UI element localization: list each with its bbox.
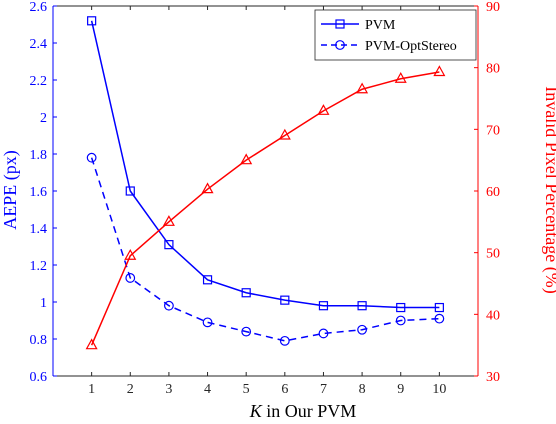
left-tick-label: 1.4: [30, 222, 48, 237]
x-tick-label: 3: [165, 382, 172, 397]
series-0: [87, 16, 444, 313]
series-line: [90, 71, 440, 346]
right-tick-label: 30: [486, 370, 500, 385]
x-tick-label: 5: [243, 382, 250, 397]
legend-entry: PVM-OptStereo: [321, 39, 457, 54]
data-point: [201, 182, 214, 194]
left-tick-label: 1.6: [30, 185, 48, 200]
right-tick-label: 40: [486, 308, 500, 323]
legend-label: PVM: [365, 18, 396, 33]
data-point: [395, 315, 406, 326]
left-tick-label: 0.8: [30, 333, 48, 348]
x-tick-label: 2: [127, 382, 134, 397]
data-point: [278, 128, 291, 140]
data-point: [87, 16, 97, 26]
data-point: [162, 215, 175, 226]
x-axis-label: K in Our PVM: [249, 401, 357, 421]
data-point: [164, 240, 174, 250]
data-point: [280, 295, 290, 305]
data-point: [318, 328, 329, 339]
data-point: [125, 186, 135, 196]
legend-box: [314, 9, 477, 61]
data-point: [396, 302, 406, 313]
x-tick-label: 7: [320, 382, 327, 397]
data-point: [433, 65, 446, 77]
series-line: [90, 20, 440, 309]
data-point: [240, 153, 253, 165]
data-point: [357, 324, 367, 335]
left-tick-label: 0.6: [30, 370, 48, 385]
left-tick-label: 2.2: [30, 74, 48, 89]
x-tick-label: 1: [88, 382, 95, 397]
series-layer: [85, 16, 446, 350]
left-axis-ticks: 0.6 0.8 1 1.2 1.4 1.6 1.8 2 2.2 2.4 2.6: [30, 0, 57, 385]
x-axis-label-italic: K: [249, 401, 263, 421]
legend: PVM PVM-OptStereo: [314, 9, 477, 61]
data-point: [318, 301, 329, 311]
data-point: [317, 104, 330, 115]
left-tick-label: 2: [40, 111, 47, 126]
data-point: [434, 302, 444, 313]
legend-marker: [335, 40, 345, 50]
right-tick-label: 60: [486, 185, 500, 200]
right-axis-ticks: 30 40 50 60 70 80 90: [474, 0, 500, 385]
data-point: [202, 275, 213, 285]
x-tick-label: 8: [359, 382, 366, 397]
x-tick-label: 10: [432, 382, 446, 397]
right-tick-label: 70: [486, 123, 500, 138]
data-point: [86, 152, 97, 163]
x-tick-label: 4: [204, 382, 211, 397]
right-tick-label: 50: [486, 247, 500, 262]
series-1: [86, 152, 445, 346]
left-axis-label: AEPE (px): [0, 150, 21, 230]
data-point: [202, 317, 213, 328]
left-tick-label: 1: [40, 296, 47, 311]
x-tick-label: 6: [281, 382, 288, 397]
data-point: [241, 326, 252, 337]
right-axis-label: Invalid Pixel Percentage (%): [541, 86, 556, 293]
data-point: [164, 300, 174, 311]
legend-marker: [335, 19, 345, 29]
legend-label: PVM-OptStereo: [365, 39, 457, 54]
x-tick-label: 9: [397, 382, 404, 397]
data-point: [356, 82, 369, 94]
right-tick-label: 80: [486, 62, 500, 77]
right-tick-label: 90: [486, 0, 500, 15]
left-tick-label: 1.2: [30, 259, 48, 274]
data-point: [85, 338, 98, 350]
data-point: [124, 249, 137, 260]
left-tick-label: 1.8: [30, 148, 48, 163]
data-point: [241, 288, 251, 298]
data-point: [434, 313, 445, 324]
series-2: [85, 65, 446, 350]
legend-entry: PVM: [321, 18, 396, 33]
data-point: [357, 301, 367, 311]
left-tick-label: 2.4: [30, 37, 48, 52]
series-line: [90, 157, 440, 342]
data-point: [279, 335, 290, 346]
x-axis-ticks: 1 2 3 4 5 6 7 8 9 10: [88, 6, 446, 397]
left-tick-label: 2.6: [30, 0, 48, 15]
data-point: [394, 72, 407, 83]
x-axis-label-rest: in Our PVM: [262, 401, 357, 421]
data-point: [125, 273, 136, 283]
